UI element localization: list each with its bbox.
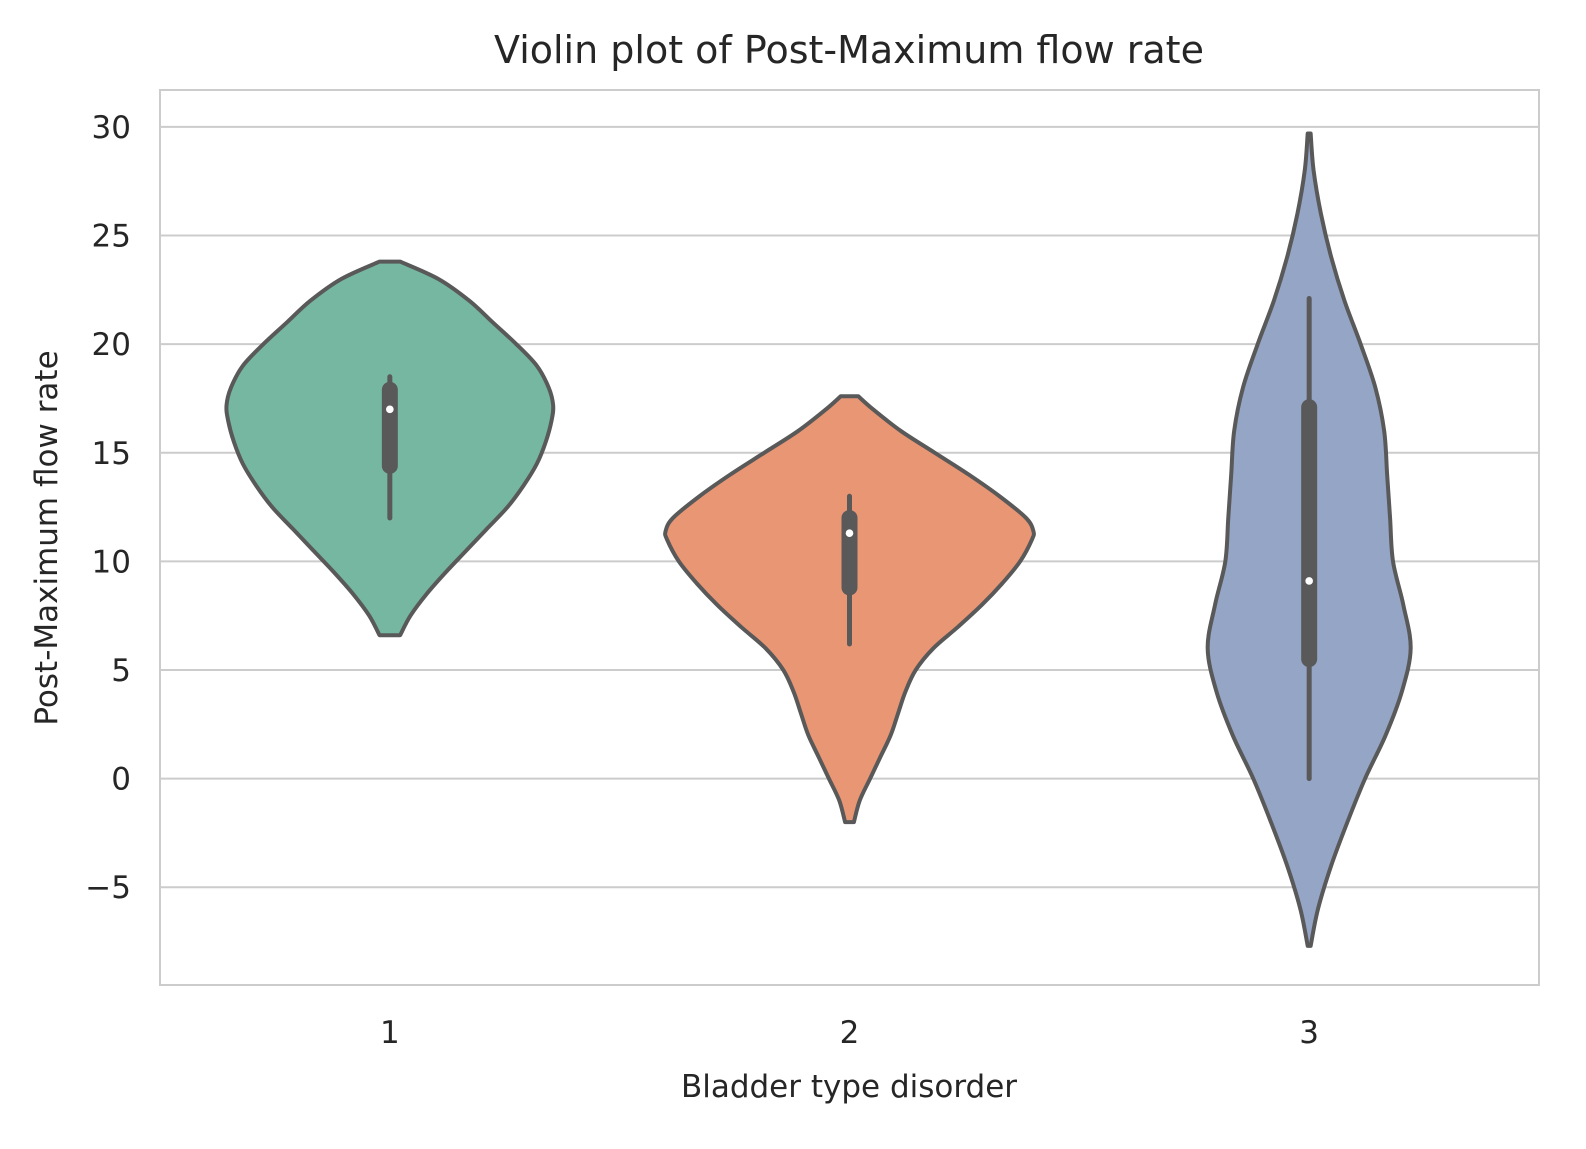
- y-tick-label: 25: [92, 219, 131, 255]
- violin-median-dot: [386, 405, 394, 414]
- y-tick-label: 20: [92, 327, 131, 363]
- x-tick-label: 3: [1299, 1015, 1319, 1051]
- x-axis-label: Bladder type disorder: [681, 1069, 1017, 1105]
- violin-1: [224, 259, 556, 638]
- y-tick-label: 5: [111, 653, 131, 689]
- violin-median-dot: [845, 529, 854, 537]
- plot-frame: [159, 89, 1540, 986]
- x-tick-label: 1: [380, 1015, 400, 1051]
- chart-title: Violin plot of Post-Maximum flow rate: [494, 28, 1204, 72]
- violin-2: [663, 394, 1036, 825]
- violin-3: [1205, 131, 1413, 948]
- y-tick-label: 10: [92, 544, 131, 580]
- violins-layer: [224, 131, 1413, 948]
- y-tick-label: 0: [111, 762, 131, 798]
- y-tick-labels: −5 0 5 10 15 20 25 30: [85, 110, 131, 906]
- y-tick-label: 30: [92, 110, 131, 146]
- violin-median-dot: [1305, 577, 1313, 585]
- y-tick-label: −5: [85, 870, 131, 906]
- x-tick-label: 2: [840, 1015, 860, 1051]
- y-axis-label: Post-Maximum flow rate: [29, 350, 65, 725]
- x-tick-labels: 1 2 3: [380, 1015, 1319, 1051]
- y-tick-label: 15: [92, 436, 131, 472]
